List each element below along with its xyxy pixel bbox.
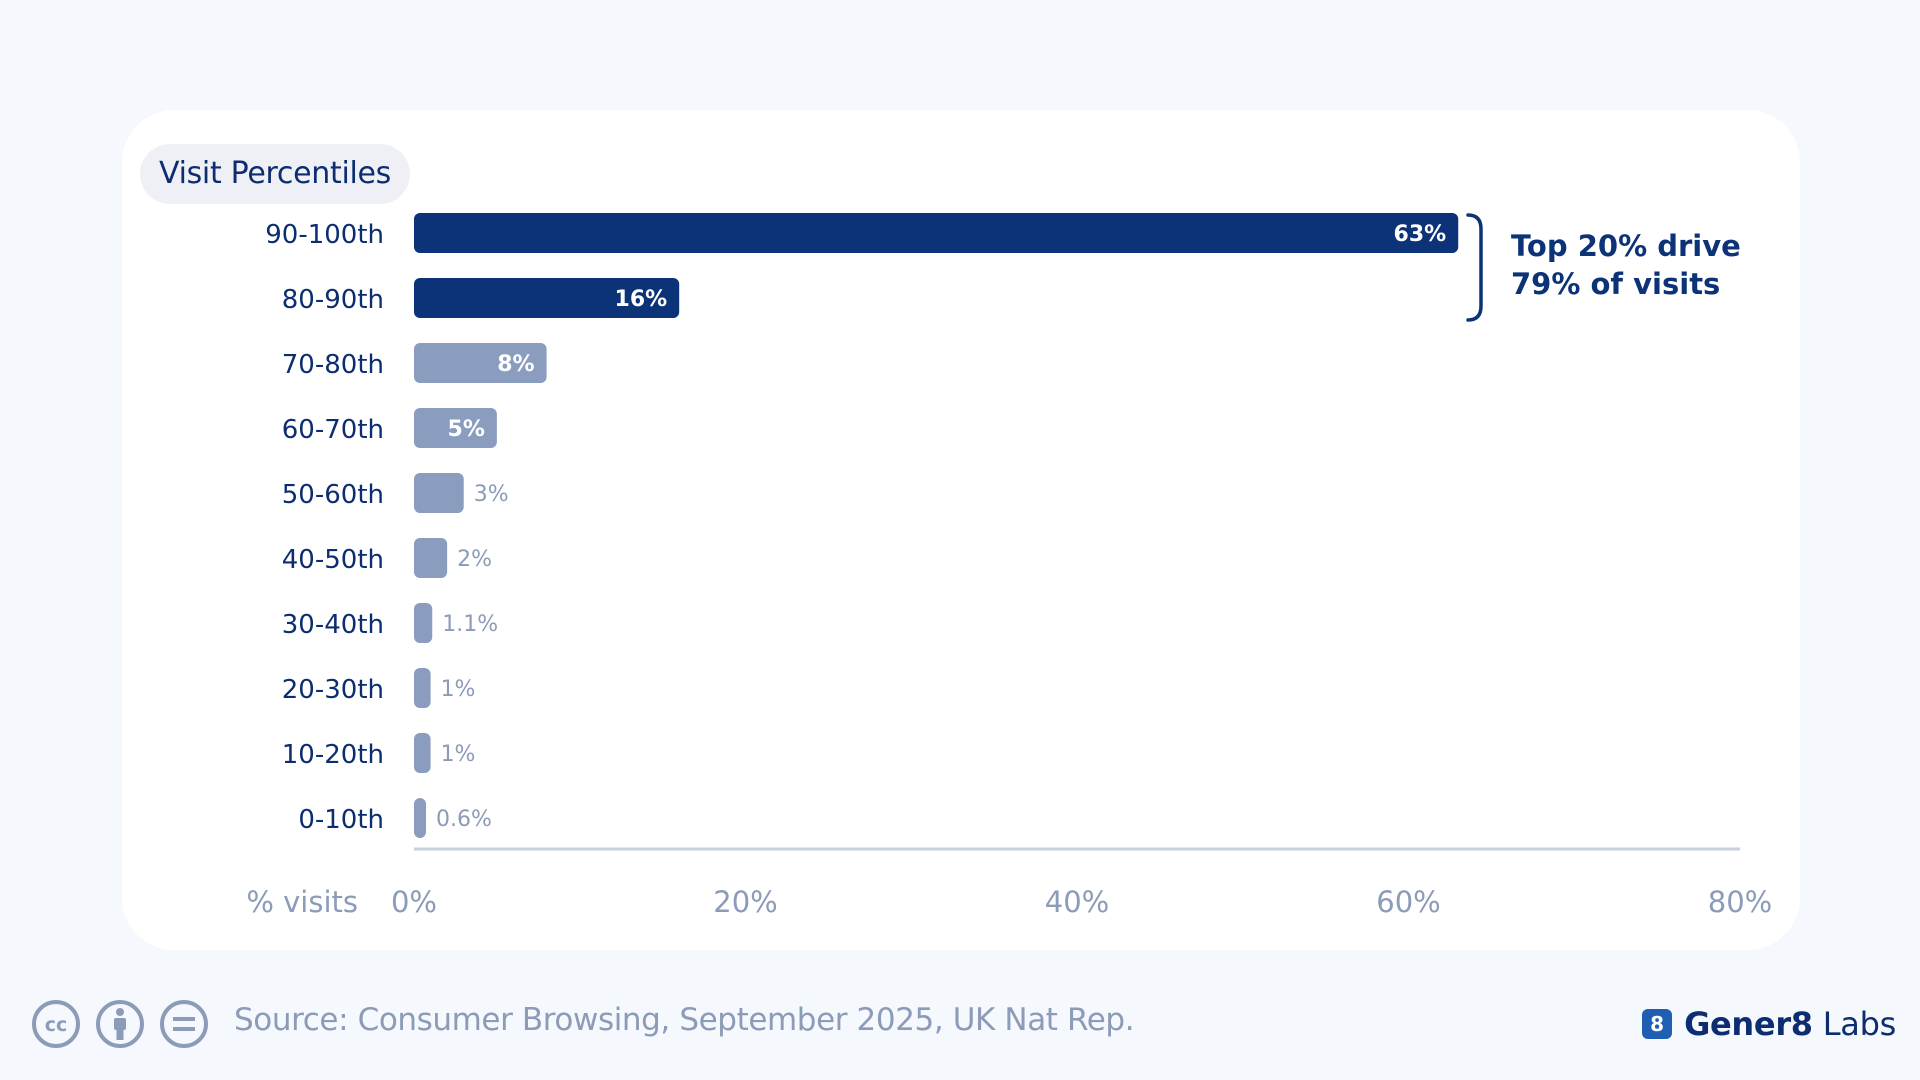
no-derivatives-icon (160, 1000, 208, 1048)
bar (414, 473, 464, 513)
chart-card: Visit Percentiles 90-100th 63% 80-90th 16% 7… (122, 110, 1800, 950)
bar (414, 798, 426, 838)
brand-logo-icon: 8 (1642, 1009, 1673, 1039)
category-label: 70-80th (282, 350, 384, 380)
x-tick-label: 40% (1045, 885, 1109, 919)
category-label: 20-30th (282, 675, 384, 705)
x-axis-label: % visits (246, 885, 358, 919)
x-tick-label: 60% (1376, 885, 1440, 919)
x-tick-label: 20% (713, 885, 777, 919)
data-label: 8% (497, 352, 534, 377)
bar (414, 538, 448, 578)
x-tick-label: 80% (1708, 885, 1772, 919)
by-attribution-icon (96, 1000, 144, 1048)
brand: 8 Gener8 Labs (1642, 1005, 1896, 1043)
chart-title: Visit Percentiles (140, 144, 410, 204)
bar (414, 213, 1459, 253)
data-label: 63% (1394, 222, 1447, 247)
data-label: 16% (615, 287, 668, 312)
brand-suffix: Labs (1822, 1005, 1897, 1043)
annotation-bracket (1466, 213, 1483, 322)
category-label: 60-70th (282, 415, 384, 445)
cc-icon: cc (32, 1000, 80, 1048)
data-label: 5% (448, 417, 485, 442)
annotation-text: Top 20% drive (1511, 229, 1741, 263)
data-label: 1% (441, 677, 476, 702)
bar (414, 408, 497, 448)
source-note: Source: Consumer Browsing, September 202… (234, 1002, 1135, 1038)
category-label: 80-90th (282, 285, 384, 315)
bar (414, 603, 433, 643)
category-label: 30-40th (282, 610, 384, 640)
brand-name: Gener8 (1684, 1005, 1813, 1043)
bar (414, 278, 680, 318)
bar (414, 668, 431, 708)
data-label: 2% (457, 547, 492, 572)
data-label: 1.1% (442, 612, 498, 637)
annotation-text: 79% of visits (1511, 267, 1720, 301)
bar-chart: 90-100th 63% 80-90th 16% 70-80th 8% 60-70th 5% 5… (246, 213, 1772, 919)
category-label: 0-10th (298, 805, 384, 835)
x-tick-label: 0% (391, 885, 437, 919)
category-label: 50-60th (282, 480, 384, 510)
category-label: 40-50th (282, 545, 384, 575)
category-label: 10-20th (282, 740, 384, 770)
data-label: 3% (474, 482, 509, 507)
data-label: 1% (441, 742, 476, 767)
bar (414, 733, 431, 773)
data-label: 0.6% (436, 807, 492, 832)
bar (414, 343, 547, 383)
license-icons: cc (30, 998, 220, 1050)
svg-text:cc: cc (45, 1014, 68, 1036)
category-label: 90-100th (265, 220, 384, 250)
